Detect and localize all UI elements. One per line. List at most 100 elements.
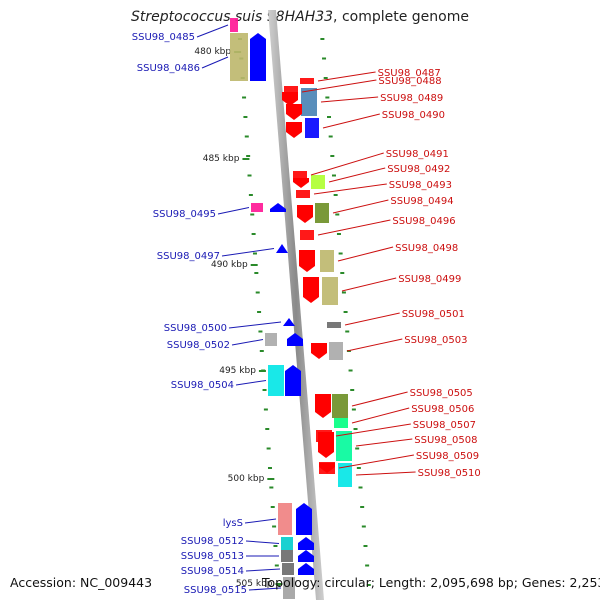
strand-arrow: [287, 333, 303, 346]
gene-ssu98-0515-label: SSU98_0515: [184, 585, 247, 596]
gene-ssu98-0488-label: SSU98_0488: [378, 76, 441, 87]
tick-dot: [348, 369, 353, 372]
gene-ssu98-0506-label: SSU98_0506: [411, 404, 474, 415]
gene-ssu98-0502-label: SSU98_0502: [167, 340, 230, 351]
reverse-strand-arrow: [303, 277, 319, 303]
gene-ssu98-0505: [332, 394, 348, 418]
gene-ssu98-0486: [230, 33, 248, 81]
gene-ssu98-0485-leader: [196, 24, 229, 38]
gene-ssu98-0498-label: SSU98_0498: [395, 243, 458, 254]
tick-dot: [366, 584, 371, 586]
axis-tick-mark: [258, 370, 266, 372]
gene-ssu98-0504-label: SSU98_0504: [171, 380, 234, 391]
tick-dot: [265, 428, 270, 430]
gene-ssu98-0495-leader: [217, 207, 250, 215]
gene-ssu98-0499-leader: [341, 277, 397, 292]
tick-dot: [274, 564, 279, 567]
tick-dot: [358, 486, 363, 489]
gene-ssu98-0497-leader: [221, 248, 275, 257]
strand-arrow: [285, 365, 301, 396]
tick-dot: [325, 96, 330, 99]
gene-ssu98-0494: [315, 203, 329, 223]
strand-arrow: [298, 563, 314, 575]
gene-ssu98-0506-leader: [351, 407, 410, 424]
gene-ssu98-0486-label: SSU98_0486: [137, 63, 200, 74]
gene-ssu98-0513: [281, 550, 293, 562]
gene-ssu98-0505-leader: [351, 391, 408, 407]
gene-ssu98-0505-label: SSU98_0505: [410, 388, 473, 399]
gene-ssu98-0485-label: SSU98_0485: [132, 32, 195, 43]
tick-dot: [327, 116, 332, 118]
tick-dot: [340, 272, 345, 274]
gene-ssu98-0502: [265, 333, 277, 346]
gene-ssu98-0487-leader: [317, 71, 376, 82]
reverse-strand-arrow: [293, 178, 309, 188]
tick-dot: [252, 252, 257, 255]
gene-ssu98-0499: [322, 277, 338, 305]
tick-dot: [251, 233, 256, 235]
gene-ssu98-0491-leader: [310, 152, 384, 176]
gene-ssu98-0512-label: SSU98_0512: [181, 536, 244, 547]
tick-dot: [243, 116, 248, 118]
gene-ssu98-0501: [327, 322, 341, 328]
tick-dot: [257, 311, 262, 313]
tick-dot: [258, 330, 263, 333]
tick-dot: [336, 233, 341, 235]
tick-dot: [248, 194, 253, 196]
gene-ssu98-0487-label: SSU98_0487: [378, 68, 441, 79]
gene-ssu98-0507-leader: [335, 423, 411, 437]
strand-arrow: [296, 503, 312, 535]
axis-tick-mark: [275, 583, 283, 585]
tick-dot: [330, 155, 335, 157]
tick-dot: [254, 272, 259, 274]
axis-tick-label: 505 kbp: [236, 579, 273, 589]
gene-ssu98-0495-label: SSU98_0495: [153, 209, 216, 220]
gene-ssu98-0496-label: SSU98_0496: [392, 216, 455, 227]
gene-ssu98-0498: [320, 250, 334, 272]
gene-ssu98-0490: [305, 118, 319, 138]
gene-ssu98-0500: [283, 318, 295, 326]
tick-dot: [242, 96, 247, 99]
axis-band: [268, 10, 324, 600]
strand-arrow: [270, 203, 286, 212]
gene-ssu98-0498-leader: [337, 246, 394, 262]
gene-ssu98-0503: [329, 342, 343, 360]
gene-ssu98-0492-leader: [328, 167, 386, 183]
tick-dot: [363, 545, 368, 547]
gene-ssu98-0495: [251, 203, 263, 212]
reverse-strand-arrow: [286, 122, 302, 138]
tick-dot: [320, 38, 325, 40]
gene-ssu98-0504: [268, 365, 284, 396]
gene-lyss-leader: [244, 518, 277, 524]
gene-features: [230, 18, 352, 599]
tick-dot: [322, 57, 327, 60]
title-suffix: , complete genome: [333, 9, 469, 25]
tick-dot: [247, 174, 252, 177]
gene-ssu98-0492: [311, 175, 325, 189]
gene-ssu98-0493-leader: [313, 183, 387, 195]
gene-ssu98-0512-leader: [245, 540, 280, 544]
tick-dot: [273, 545, 278, 547]
tick-dot: [345, 330, 350, 333]
tick-dot: [262, 389, 267, 391]
gene-ssu98-0486-leader: [201, 56, 229, 69]
gene-ssu98-0500-label: SSU98_0500: [164, 323, 227, 334]
gene-ssu98-0491-label: SSU98_0491: [386, 149, 449, 160]
gene-ssu98-0487: [300, 78, 314, 84]
gene-ssu98-0489-leader: [320, 96, 379, 103]
gene-ssu98-0506: [334, 418, 348, 428]
gene-ssu98-0515-leader: [248, 587, 282, 591]
gene-ssu98-0509-leader: [338, 454, 414, 469]
tick-dot: [338, 252, 343, 255]
gene-ssu98-0499-label: SSU98_0499: [398, 274, 461, 285]
tick-dot: [335, 213, 340, 216]
tick-dot: [255, 291, 260, 294]
gene-ssu98-0503-label: SSU98_0503: [404, 335, 467, 346]
axis-tick-mark: [250, 264, 258, 266]
gene-ssu98-0508-label: SSU98_0508: [414, 435, 477, 446]
gene-ssu98-0493: [296, 190, 310, 198]
reverse-strand-arrow: [282, 92, 298, 106]
strand-arrow: [250, 33, 266, 81]
gene-ssu98-0497: [276, 244, 288, 253]
